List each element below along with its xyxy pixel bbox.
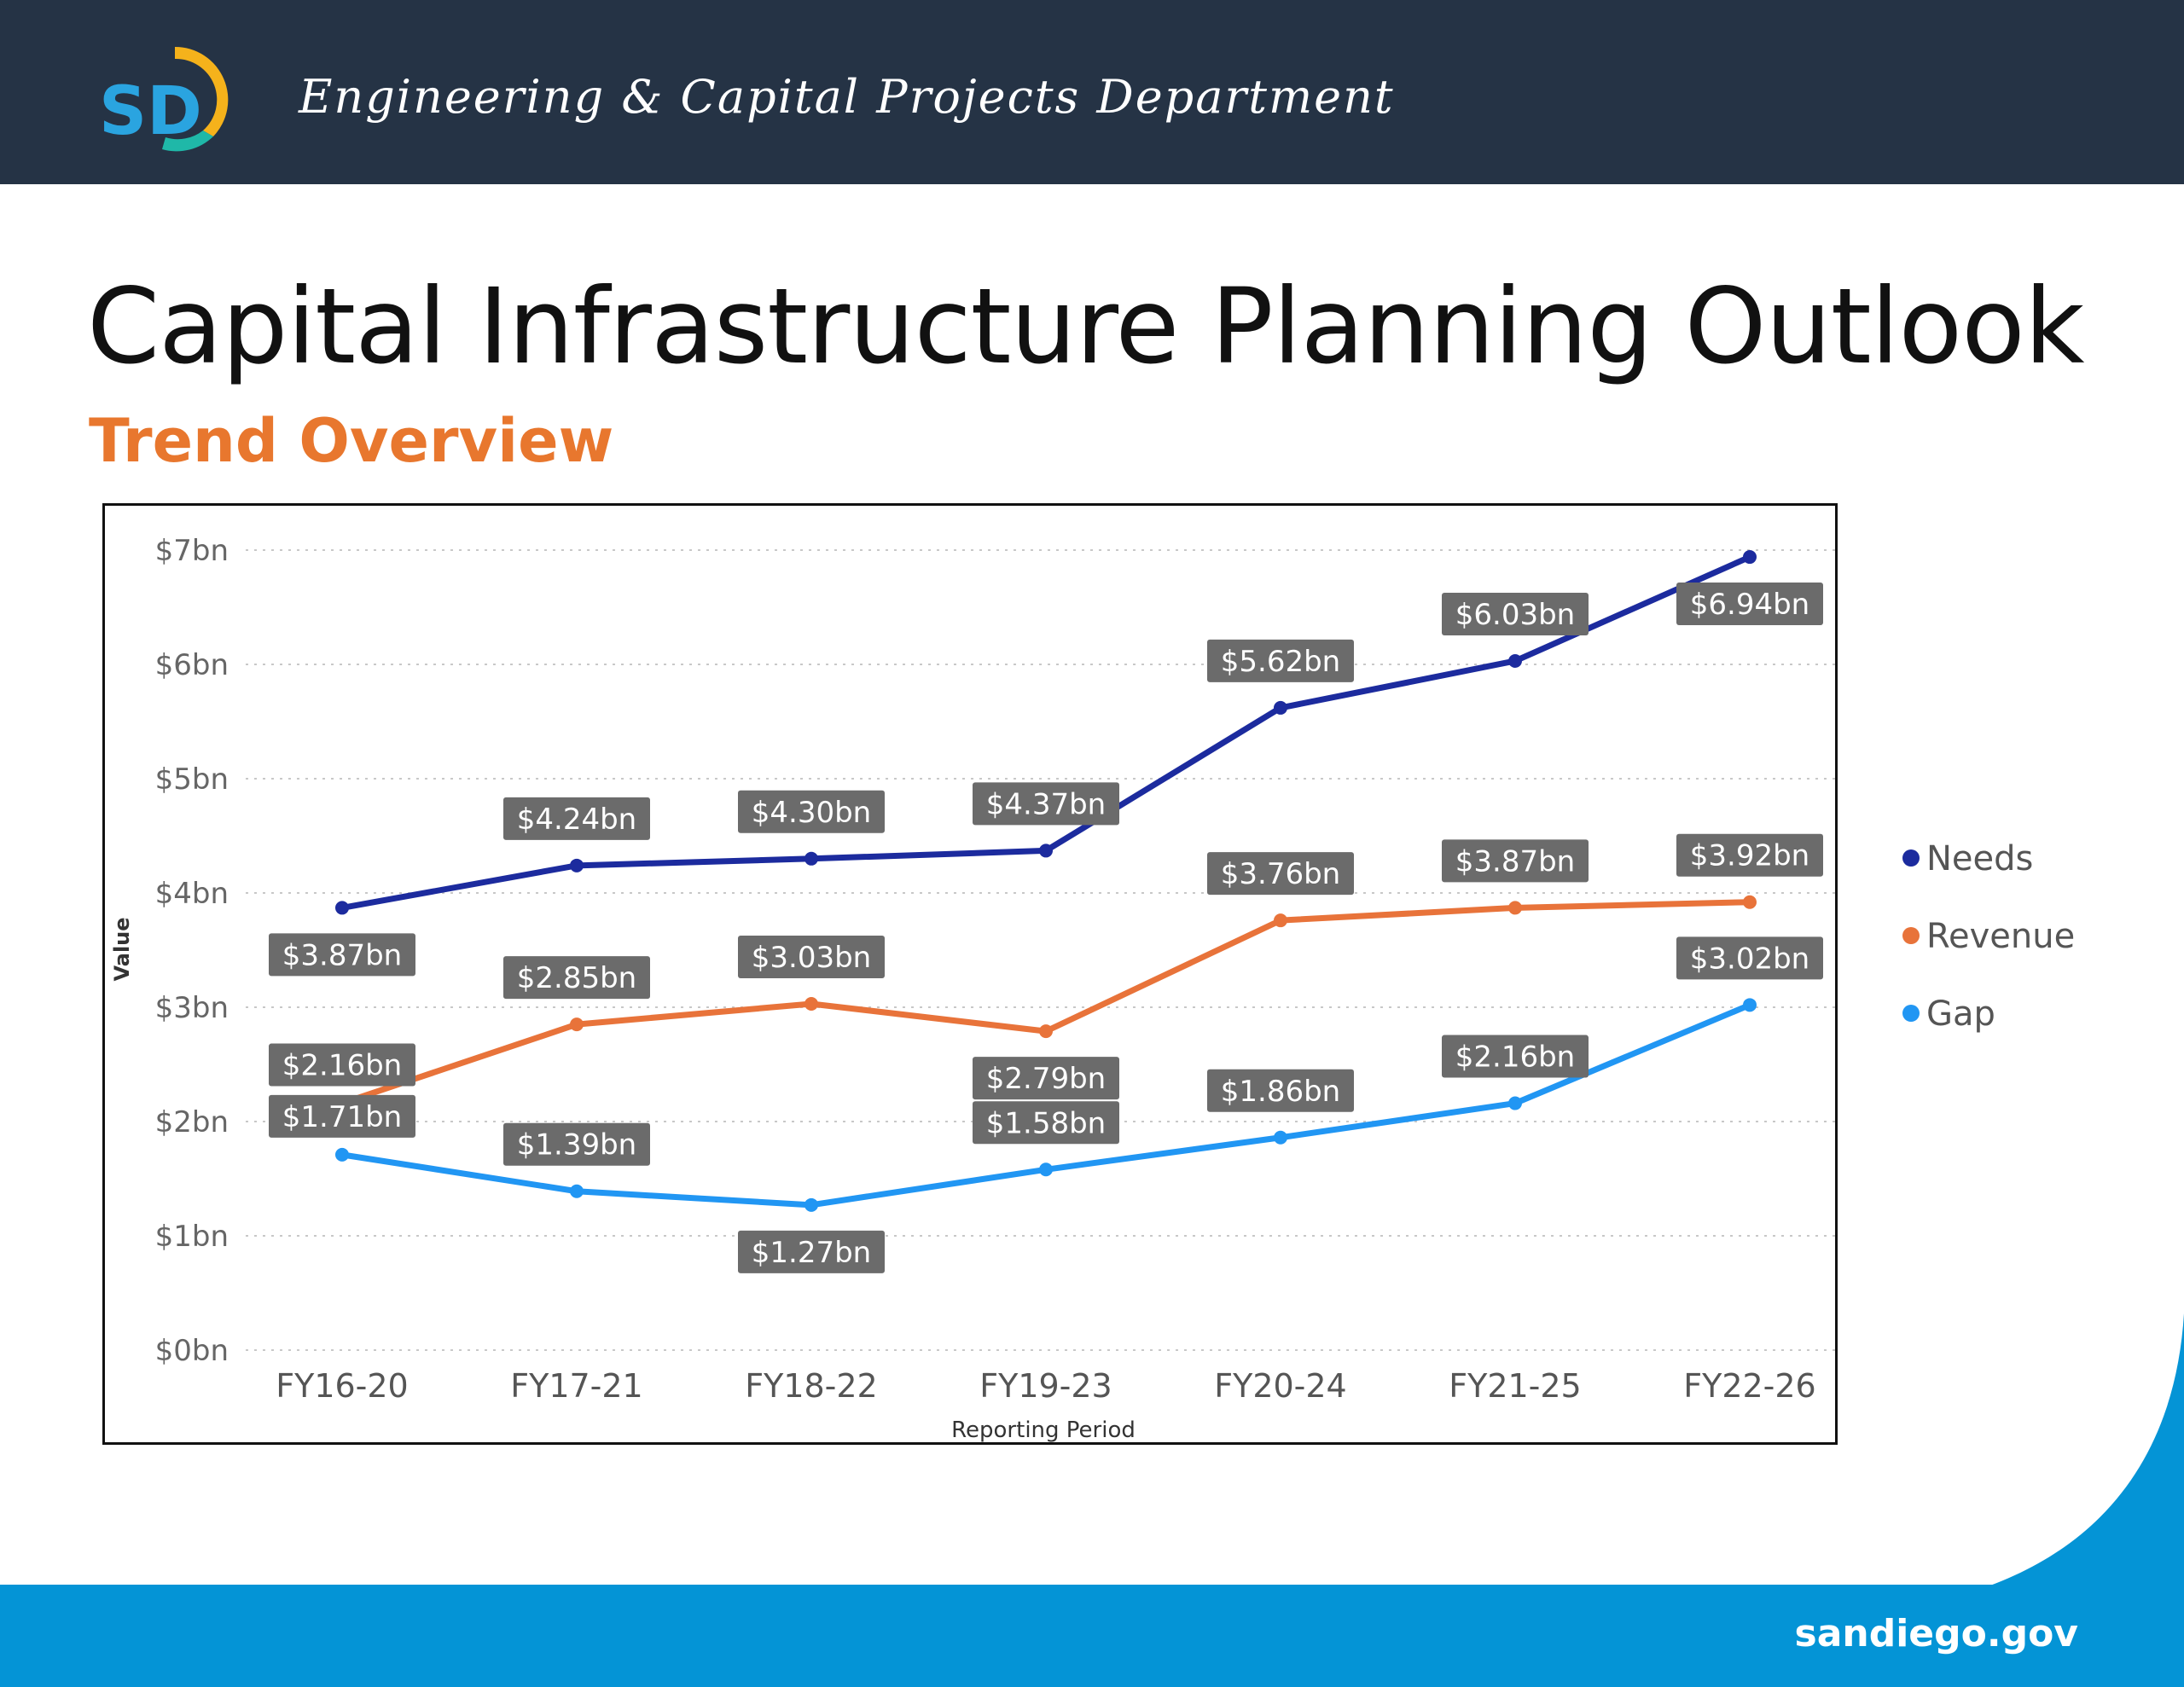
y-tick-label: $4bn [155,877,229,911]
y-tick-label: $5bn [155,762,229,797]
data-label-box [1442,839,1589,883]
logo-text: SD [99,73,202,150]
data-point-needs [335,901,349,915]
data-label-box [738,1230,885,1273]
data-point-needs [1274,700,1287,715]
data-label-box [503,797,650,840]
page-title: Capital Infrastructure Planning Outlook [87,266,2084,387]
legend-label-revenue: Revenue [1926,917,2075,956]
data-point-gap [804,1197,818,1212]
data-point-gap [1039,1162,1053,1177]
data-label-box [1676,833,1823,877]
data-label-box [738,790,885,833]
data-label: $1.39bn [517,1128,636,1162]
footer-bar [0,1585,2184,1687]
data-label: $6.94bn [1690,588,1809,622]
data-label: $3.02bn [1690,942,1809,976]
data-label-box [269,933,415,977]
data-point-needs [1743,550,1757,565]
y-tick-label: $2bn [155,1105,229,1139]
data-label-box [1676,583,1823,626]
data-point-needs [804,851,818,866]
chart-legend: Needs Revenue Gap [1902,839,2075,1034]
data-label-box [503,1122,650,1166]
data-label: $1.86bn [1221,1075,1340,1109]
data-point-revenue [1508,901,1522,915]
data-label-box [269,1094,415,1138]
data-point-needs [570,858,584,872]
x-tick-label: FY21-25 [1449,1367,1582,1405]
legend-marker-needs [1902,849,1920,867]
page-subtitle: Trend Overview [89,406,614,476]
data-label: $3.87bn [282,938,402,972]
data-point-needs [1508,653,1522,668]
legend-label-needs: Needs [1926,839,2033,878]
x-tick-label: FY20-24 [1214,1367,1347,1405]
data-label: $4.30bn [752,796,871,830]
data-point-revenue [1274,913,1287,928]
sd-logo: SD [99,46,229,152]
data-point-gap [1508,1096,1522,1110]
data-point-revenue [804,996,818,1011]
y-tick-label: $3bn [155,991,229,1025]
data-label: $2.16bn [282,1049,402,1083]
x-tick-label: FY22-26 [1683,1367,1816,1405]
data-point-revenue [570,1017,584,1032]
data-label: $4.37bn [986,787,1106,821]
data-point-gap [570,1184,584,1198]
y-tick-label: $7bn [155,534,229,568]
data-label-box [1676,936,1823,980]
data-label: $3.92bn [1690,839,1809,873]
data-label-box [1442,592,1589,635]
y-tick-label: $0bn [155,1334,229,1368]
legend-marker-gap [1902,1005,1920,1022]
header-bar: SD Engineering & Capital Projects Depart… [0,0,2184,184]
data-label-box [1207,639,1354,682]
data-label: $2.85bn [517,961,636,995]
data-label: $3.76bn [1221,857,1340,891]
data-label: $1.71bn [282,1100,402,1134]
data-label: $4.24bn [517,803,636,837]
x-tick-label: FY18-22 [745,1367,878,1405]
x-tick-label: FY19-23 [979,1367,1112,1405]
data-label: $5.62bn [1221,645,1340,679]
data-label-box [738,935,885,978]
data-label-box [503,956,650,1000]
data-label-box [973,1057,1119,1100]
legend-marker-revenue [1902,927,1920,944]
footer-website[interactable]: sandiego.gov [1794,1612,2078,1655]
data-label: $3.03bn [752,941,871,975]
data-point-gap [1274,1130,1287,1145]
data-point-gap [335,1147,349,1162]
data-point-needs [1039,844,1053,858]
data-label: $6.03bn [1455,598,1575,632]
chart-frame: $0bn $1bn $2bn $3bn $4bn $5bn $6bn $7bn FY16-20 F… [102,503,1838,1445]
legend-label-gap: Gap [1926,994,1995,1034]
data-point-gap [1743,998,1757,1012]
trend-line-chart: $0bn $1bn $2bn $3bn $4bn $5bn $6bn $7bn FY16-20 F… [110,534,1837,1443]
x-tick-label: FY16-20 [276,1367,409,1405]
data-label: $2.16bn [1455,1041,1575,1075]
data-label: $3.87bn [1455,844,1575,878]
data-label: $1.27bn [752,1236,871,1270]
y-tick-label: $1bn [155,1220,229,1254]
data-label-box [973,782,1119,826]
footer-swoosh [1962,1313,2184,1595]
data-label: $2.79bn [986,1062,1106,1096]
data-label: $1.58bn [986,1106,1106,1140]
x-tick-label: FY17-21 [510,1367,643,1405]
data-label-box [1207,1069,1354,1112]
data-label-box [269,1043,415,1087]
data-point-revenue [1743,895,1757,909]
data-point-revenue [1039,1024,1053,1039]
department-name: Engineering & Capital Projects Departmen… [299,70,1395,124]
data-label-box [973,1101,1119,1145]
y-axis-title: Value [110,917,134,981]
data-label-box [1442,1035,1589,1078]
y-tick-label: $6bn [155,648,229,682]
data-label-box [1207,852,1354,896]
x-axis-title: Reporting Period [951,1417,1136,1443]
